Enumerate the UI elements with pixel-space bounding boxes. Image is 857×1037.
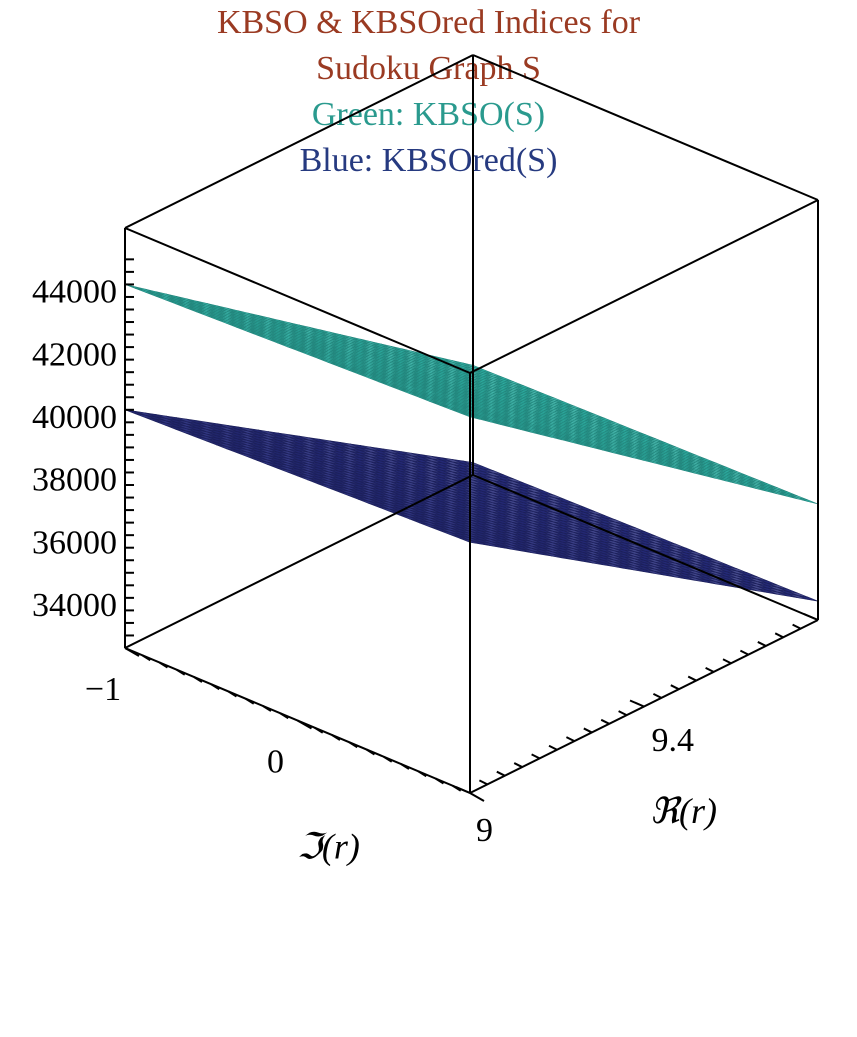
y-tick-label: 9.4 <box>652 722 695 759</box>
y-tick-major <box>629 699 645 708</box>
y-tick-minor <box>565 736 575 742</box>
chart-title-line-1: KBSO & KBSOred Indices for <box>216 4 641 41</box>
x-tick-major <box>124 647 140 657</box>
y-tick-minor <box>722 658 732 665</box>
z-tick-label: 44000 <box>32 274 117 311</box>
y-tick-minor <box>774 632 784 639</box>
y-tick-major <box>455 786 471 794</box>
surface-kbsored-s- <box>124 409 819 602</box>
z-axis: 34000 36000 38000 40000 42000 44000 <box>32 258 134 637</box>
z-tick-label: 42000 <box>32 336 117 373</box>
bounding-box <box>124 54 819 794</box>
box-edge <box>469 199 819 374</box>
box-back-edge <box>124 474 474 649</box>
x-axis: −1 0 ℑ(r) <box>85 647 485 866</box>
legend-blue-label: Blue: KBSOred(S) <box>299 142 558 179</box>
box-edge <box>472 474 819 621</box>
x-tick-minor <box>245 697 255 705</box>
y-tick-major <box>803 613 819 621</box>
x-tick-label: 0 <box>267 744 284 781</box>
x-tick-minor <box>176 668 186 676</box>
x-tick-major <box>297 719 312 730</box>
x-tick-minor <box>365 748 376 756</box>
x-axis-label: ℑ(r) <box>297 826 360 866</box>
y-tick-minor <box>757 641 767 647</box>
y-tick-minor <box>496 770 506 777</box>
box-edge <box>124 54 474 229</box>
y-tick-minor <box>548 744 558 751</box>
x-tick-label: −1 <box>85 671 121 708</box>
z-tick-label: 34000 <box>32 587 117 624</box>
x-tick-minor <box>210 683 220 691</box>
y-axis: 9 9.4 ℜ(r) <box>455 613 819 849</box>
x-tick-minor <box>417 770 427 778</box>
x-tick-minor <box>400 763 410 770</box>
y-tick-minor <box>618 710 628 717</box>
x-tick-minor <box>227 690 238 698</box>
x-tick-minor <box>314 726 324 734</box>
y-tick-minor <box>513 762 523 768</box>
surface-kbso-s- <box>124 284 819 505</box>
y-tick-minor <box>670 684 680 691</box>
x-tick-minor <box>434 777 445 785</box>
x-tick-minor <box>331 734 341 741</box>
y-tick-minor <box>792 623 802 630</box>
x-tick-major <box>469 792 485 802</box>
x-tick-minor <box>141 654 151 662</box>
box-edge <box>124 227 471 374</box>
y-tick-minor <box>478 779 488 786</box>
x-tick-minor <box>193 676 203 683</box>
y-tick-label: 9 <box>476 812 493 849</box>
y-axis-label: ℜ(r) <box>650 791 717 831</box>
surfaces <box>124 284 819 602</box>
x-tick-minor <box>158 661 169 669</box>
y-tick-minor <box>652 692 662 699</box>
x-tick-minor <box>348 741 358 749</box>
x-tick-minor <box>279 712 289 720</box>
z-tick-label: 36000 <box>32 524 117 561</box>
y-tick-minor <box>600 718 610 725</box>
legend-green-label: Green: KBSO(S) <box>311 96 546 133</box>
y-tick-minor <box>583 727 593 734</box>
x-tick-minor <box>383 755 393 763</box>
y-tick-minor <box>739 649 749 656</box>
z-tick-label: 40000 <box>32 399 117 436</box>
y-tick-minor <box>531 753 541 760</box>
x-tick-minor <box>262 705 272 712</box>
box-edge <box>472 54 819 201</box>
y-tick-minor <box>687 675 697 682</box>
y-tick-minor <box>705 667 715 673</box>
z-tick-label: 38000 <box>32 462 117 499</box>
